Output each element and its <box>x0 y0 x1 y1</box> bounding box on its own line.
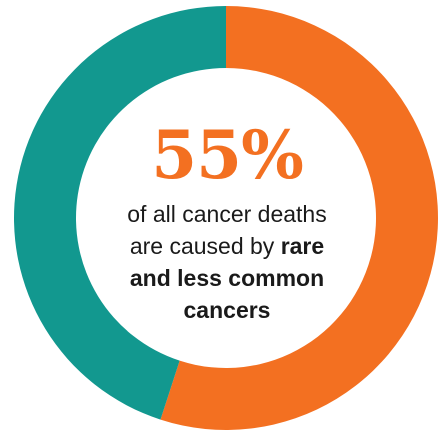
description-line-4: cancers <box>183 297 271 323</box>
description-line-2: are caused by rare <box>92 230 362 262</box>
description-line-1: of all cancer deaths <box>127 201 327 227</box>
description-line-3: and less common <box>129 265 325 291</box>
donut-slice-2 <box>13 6 227 420</box>
description-line-2-bold: rare <box>280 233 325 259</box>
center-label: 55% of all cancer deaths are caused by r… <box>92 118 362 326</box>
description-line-2-plain: are caused by <box>129 233 281 259</box>
description-text: of all cancer deaths are caused by rare … <box>92 198 362 326</box>
donut-slices <box>13 6 438 430</box>
donut-slice-1 <box>160 6 438 430</box>
percentage-value: 55% <box>151 116 304 194</box>
